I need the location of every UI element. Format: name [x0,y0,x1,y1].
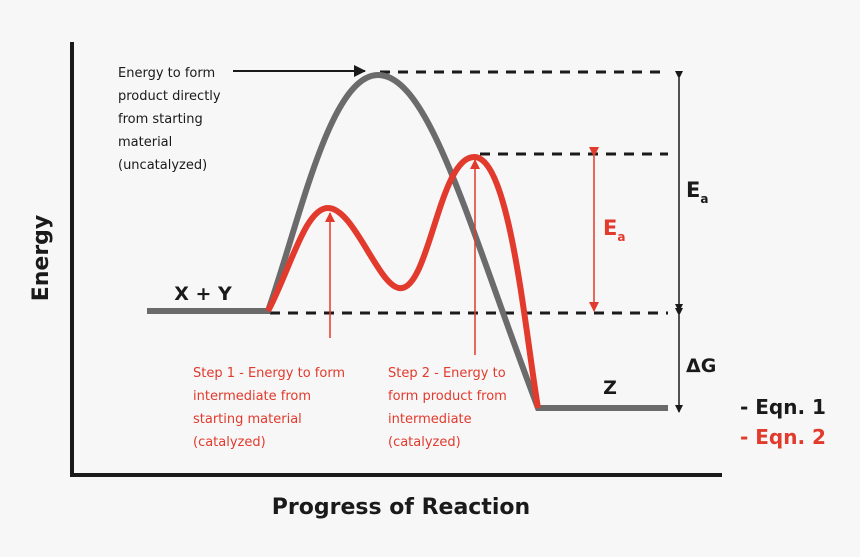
svg-text:product directly: product directly [118,89,221,104]
reactants-label: X + Y [174,283,232,305]
product-label: Z [603,377,617,399]
legend-eqn1: - Eqn. 1 [740,395,826,419]
svg-text:(uncatalyzed): (uncatalyzed) [118,158,207,173]
svg-text:(catalyzed): (catalyzed) [388,435,461,450]
svg-text:from starting: from starting [118,112,203,127]
uncatalyzed-note: Energy to form product directly from sta… [118,66,221,173]
step1-note: Step 1 - Energy to form intermediate fro… [193,366,345,450]
legend: - Eqn. 1 - Eqn. 2 [740,395,826,449]
svg-text:intermediate from: intermediate from [193,389,311,404]
svg-text:form product from: form product from [388,389,507,404]
step2-note: Step 2 - Energy to form product from int… [388,366,507,450]
svg-text:(catalyzed): (catalyzed) [193,435,266,450]
legend-eqn2: - Eqn. 2 [740,425,826,449]
svg-text:starting material: starting material [193,412,302,427]
svg-text:Energy to form: Energy to form [118,66,215,81]
ea-catalyzed-label: Ea [603,216,625,244]
delta-g-label: ΔG [686,355,716,377]
x-axis-label: Progress of Reaction [272,495,530,520]
svg-text:material: material [118,135,172,150]
ea-uncatalyzed-label: Ea [686,178,708,206]
catalyzed-curve [265,153,541,409]
uncatalyzed-curve [147,71,668,411]
svg-text:Step 2 - Energy to: Step 2 - Energy to [388,366,506,381]
svg-text:intermediate: intermediate [388,412,472,427]
y-axis-label: Energy [29,215,54,302]
svg-text:Step 1 - Energy to form: Step 1 - Energy to form [193,366,345,381]
